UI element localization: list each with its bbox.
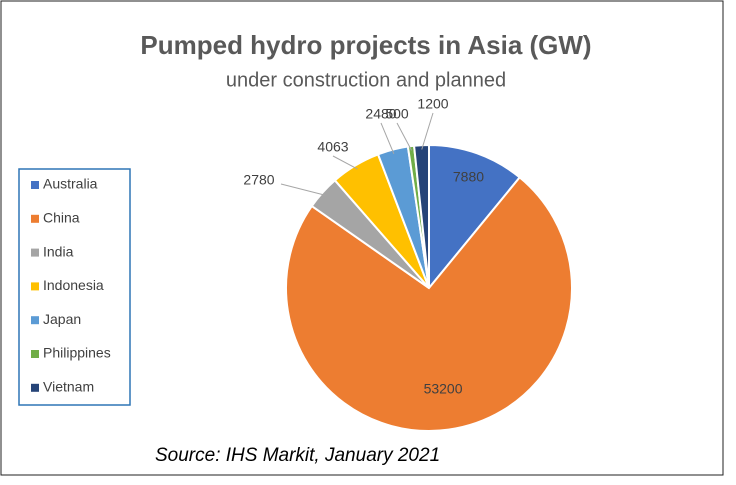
legend-label: China xyxy=(43,210,80,226)
chart-subtitle: under construction and planned xyxy=(226,69,506,91)
pie-slice xyxy=(412,143,430,289)
data-label: 500 xyxy=(385,106,409,122)
leader-line xyxy=(421,112,434,150)
legend-swatch xyxy=(31,383,39,392)
leader-line xyxy=(396,122,412,151)
pie-slice xyxy=(428,143,522,291)
legend-label: Vietnam xyxy=(43,379,94,395)
data-label: 7880 xyxy=(453,168,484,184)
legend-label: Japan xyxy=(43,311,81,327)
legend-label: India xyxy=(43,243,74,259)
data-label: 1200 xyxy=(417,96,448,112)
data-label: 4063 xyxy=(317,139,348,155)
source-note: Source: IHS Markit, January 2021 xyxy=(155,445,440,466)
data-label: 2780 xyxy=(243,172,274,188)
legend-swatch xyxy=(31,181,39,189)
legend-label: Indonesia xyxy=(43,277,104,293)
chart-title: Pumped hydro projects in Asia (GW) xyxy=(140,30,591,60)
legend-swatch xyxy=(31,282,39,291)
legend-label: Australia xyxy=(43,176,98,192)
legend-swatch xyxy=(31,350,39,358)
legend-swatch xyxy=(31,316,39,325)
leader-line xyxy=(332,155,358,170)
legend-swatch xyxy=(31,214,39,223)
legend-label: Philippines xyxy=(43,345,111,361)
leader-line xyxy=(380,122,395,155)
legend-swatch xyxy=(31,248,39,257)
pie-slice xyxy=(285,176,573,432)
data-label: 2480 xyxy=(365,106,396,122)
data-label: 53200 xyxy=(424,381,463,397)
leader-line xyxy=(280,183,326,196)
